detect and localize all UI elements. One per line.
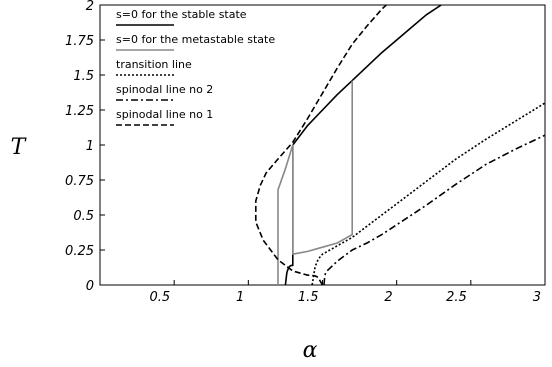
y-tick-label: 0.25 (65, 244, 94, 259)
y-tick-label: 1 (86, 139, 94, 154)
y-tick-label: 0.75 (65, 174, 94, 189)
y-tick-label: 1.75 (65, 34, 94, 49)
series-line-2 (277, 80, 354, 285)
y-axis-title: T (11, 135, 28, 160)
series-group (255, 5, 545, 285)
legend-label: transition line (116, 58, 192, 71)
x-tick-label: 2.5 (446, 290, 467, 305)
x-tick-label: 0.5 (149, 290, 170, 305)
legend-label: s=0 for the stable state (116, 8, 247, 21)
x-tick-label: 1 (236, 290, 244, 305)
series-line-3 (311, 102, 545, 285)
legend: s=0 for the stable state s=0 for the meta… (116, 8, 275, 126)
x-axis-title: α (303, 338, 318, 363)
legend-label: s=0 for the metastable state (116, 33, 275, 46)
plot-frame (99, 4, 546, 286)
x-tick-label: 2 (384, 290, 392, 305)
y-tick-label: 1.25 (65, 104, 94, 119)
series-line-1 (284, 5, 442, 285)
series-line-4 (323, 134, 545, 285)
y-tick-label: 1.5 (73, 69, 94, 84)
axis-ticks: 0.5 1 1.5 2 2.5 3 0 0.25 0.5 0.75 1 1.25 1.5 1.75 2 (65, 0, 546, 305)
legend-label: spinodal line no 2 (116, 83, 213, 96)
x-tick-label: 1.5 (298, 290, 319, 305)
x-tick-label: 3 (533, 290, 541, 305)
y-tick-label: 2 (86, 0, 94, 14)
y-tick-label: 0.5 (73, 209, 94, 224)
y-tick-label: 0 (86, 279, 94, 294)
series-line-5 (255, 5, 388, 285)
legend-label: spinodal line no 1 (116, 108, 213, 121)
